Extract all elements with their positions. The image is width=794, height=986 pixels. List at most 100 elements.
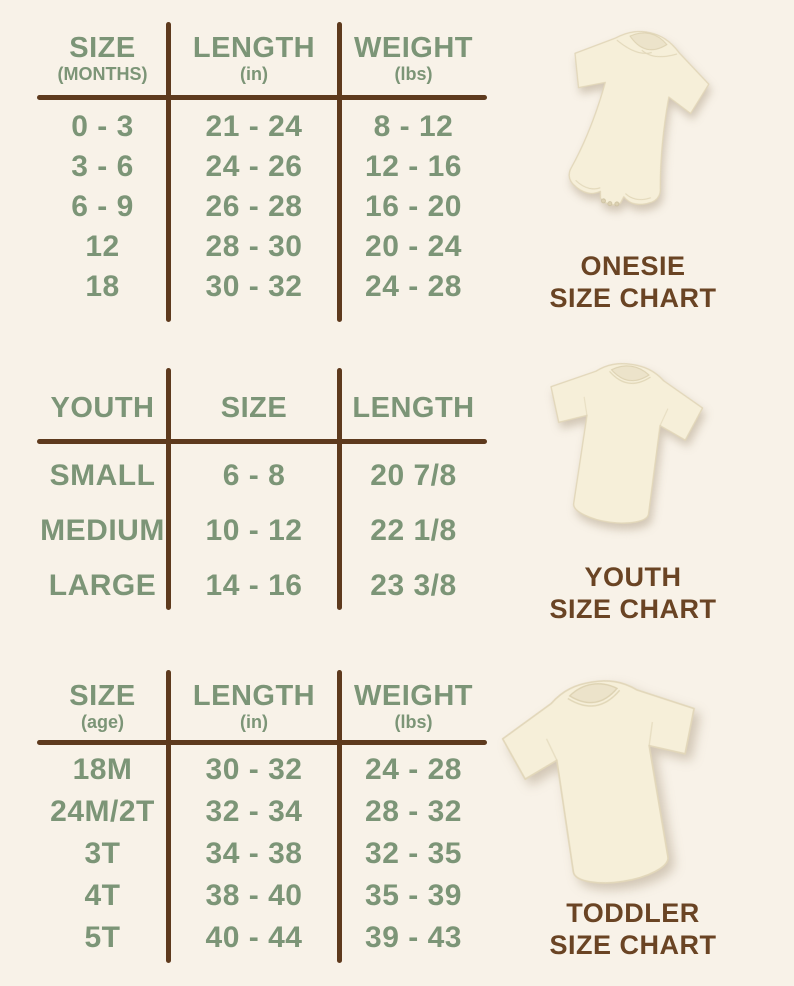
header-unit: (lbs) — [394, 712, 433, 732]
column-divider — [337, 368, 342, 610]
table-cell: 38 - 40 — [205, 879, 303, 912]
table-row: MEDIUM 10 - 12 22 1/8 — [37, 503, 487, 558]
table-cell: 4T — [84, 879, 121, 912]
table-cell: 20 - 24 — [365, 230, 462, 263]
table-header-row: SIZE (age) LENGTH (in) WEIGHT (lbs) — [37, 680, 487, 732]
table-cell: 21 - 24 — [205, 110, 303, 143]
header-label: LENGTH — [192, 680, 316, 712]
header-label: SIZE — [220, 392, 288, 424]
caption-line: SIZE CHART — [549, 594, 717, 624]
tshirt-garment-icon — [550, 363, 704, 524]
table-cell: 14 - 16 — [205, 569, 303, 602]
table-cell: 0 - 3 — [71, 110, 134, 143]
youth-size-table: YOUTH SIZE LENGTH SMALL 6 - 8 20 7/8 MED… — [37, 366, 487, 614]
column-divider — [166, 670, 171, 963]
table-cell: 39 - 43 — [365, 921, 462, 954]
table-cell: 6 - 9 — [71, 190, 134, 223]
table-row: 5T 40 - 44 39 - 43 — [37, 917, 487, 959]
table-cell: 32 - 34 — [205, 795, 303, 828]
table-cell: 40 - 44 — [205, 921, 303, 954]
table-row: 6 - 9 26 - 28 16 - 20 — [37, 187, 487, 227]
table-header-cell: WEIGHT (lbs) — [340, 680, 487, 732]
table-cell: 18 — [85, 270, 120, 303]
table-row: 3T 34 - 38 32 - 35 — [37, 833, 487, 875]
table-row: LARGE 14 - 16 23 3/8 — [37, 558, 487, 613]
onesie-size-table: SIZE (MONTHS) LENGTH (in) WEIGHT (lbs) 0… — [37, 20, 487, 324]
header-label: SIZE — [69, 680, 136, 712]
table-row: 18M 30 - 32 24 - 28 — [37, 749, 487, 791]
table-cell: 24 - 28 — [365, 270, 462, 303]
table-row: 12 28 - 30 20 - 24 — [37, 227, 487, 267]
column-divider — [337, 670, 342, 963]
table-cell: 28 - 32 — [365, 795, 462, 828]
onesie-caption: ONESIE SIZE CHART — [483, 250, 783, 314]
table-cell: LARGE — [48, 569, 157, 602]
caption-line: ONESIE — [580, 251, 686, 281]
youth-shirt-photo — [519, 348, 721, 542]
table-cell: 3 - 6 — [71, 150, 134, 183]
table-row: 24M/2T 32 - 34 28 - 32 — [37, 791, 487, 833]
caption-line: SIZE CHART — [549, 283, 717, 313]
header-rule — [37, 439, 487, 444]
youth-caption: YOUTH SIZE CHART — [483, 561, 783, 625]
table-cell: 10 - 12 — [205, 514, 303, 547]
table-cell: 24M/2T — [50, 795, 155, 828]
table-cell: 3T — [84, 837, 121, 870]
header-label: WEIGHT — [354, 680, 473, 712]
table-cell: MEDIUM — [40, 514, 165, 547]
header-label: LENGTH — [192, 32, 316, 64]
caption-line: SIZE CHART — [549, 930, 717, 960]
table-cell: 24 - 28 — [365, 753, 462, 786]
table-cell: 12 — [85, 230, 120, 263]
column-divider — [166, 368, 171, 610]
table-row: 3 - 6 24 - 26 12 - 16 — [37, 147, 487, 187]
header-label: YOUTH — [50, 392, 155, 424]
header-label: SIZE — [69, 32, 136, 64]
header-unit: (age) — [80, 712, 124, 732]
table-header-cell: LENGTH — [340, 392, 487, 424]
table-header-row: YOUTH SIZE LENGTH — [37, 392, 487, 424]
header-label: LENGTH — [352, 392, 475, 424]
table-cell: 26 - 28 — [205, 190, 303, 223]
header-unit: (MONTHS) — [57, 64, 148, 84]
table-cell: 5T — [84, 921, 121, 954]
table-row: 4T 38 - 40 35 - 39 — [37, 875, 487, 917]
column-divider — [337, 22, 342, 322]
table-header-cell: LENGTH (in) — [168, 680, 340, 732]
onesie-garment-icon — [568, 30, 710, 207]
header-unit: (in) — [240, 712, 268, 732]
table-cell: 32 - 35 — [365, 837, 462, 870]
table-row: 0 - 3 21 - 24 8 - 12 — [37, 107, 487, 147]
toddler-caption: TODDLER SIZE CHART — [483, 897, 783, 961]
table-header-cell: SIZE (age) — [37, 680, 168, 732]
table-cell: SMALL — [49, 459, 156, 492]
table-cell: 12 - 16 — [365, 150, 462, 183]
toddler-size-table: SIZE (age) LENGTH (in) WEIGHT (lbs) 18M … — [37, 668, 487, 968]
table-cell: 23 3/8 — [370, 569, 457, 602]
table-cell: 8 - 12 — [373, 110, 454, 143]
table-header-cell: LENGTH (in) — [168, 32, 340, 84]
header-rule — [37, 95, 487, 100]
table-cell: 30 - 32 — [205, 270, 303, 303]
caption-line: TODDLER — [566, 898, 700, 928]
header-rule — [37, 740, 487, 745]
table-header-row: SIZE (MONTHS) LENGTH (in) WEIGHT (lbs) — [37, 32, 487, 84]
table-cell: 34 - 38 — [205, 837, 303, 870]
table-header-cell: SIZE (MONTHS) — [37, 32, 168, 84]
tshirt-garment-icon — [501, 680, 695, 884]
table-cell: 22 1/8 — [370, 514, 457, 547]
onesie-photo — [521, 9, 735, 248]
table-header-cell: YOUTH — [37, 392, 168, 424]
table-row: 18 30 - 32 24 - 28 — [37, 267, 487, 307]
table-cell: 24 - 26 — [205, 150, 303, 183]
table-cell: 18M — [72, 753, 133, 786]
table-cell: 30 - 32 — [205, 753, 303, 786]
table-header-cell: WEIGHT (lbs) — [340, 32, 487, 84]
column-divider — [166, 22, 171, 322]
caption-line: YOUTH — [584, 562, 682, 592]
header-unit: (in) — [240, 64, 268, 84]
table-cell: 35 - 39 — [365, 879, 462, 912]
table-cell: 6 - 8 — [222, 459, 286, 492]
table-header-cell: SIZE — [168, 392, 340, 424]
